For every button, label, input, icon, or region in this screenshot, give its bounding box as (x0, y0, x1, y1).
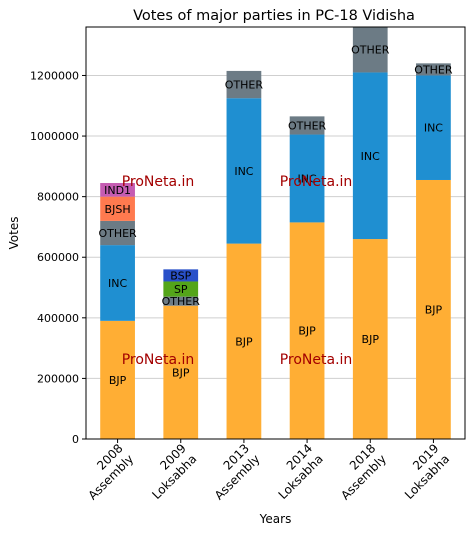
bar-segment-bsp (163, 269, 199, 282)
segment-label: BJP (172, 366, 190, 379)
chart-title: Votes of major parties in PC-18 Vidisha (133, 8, 415, 24)
bar-segment-inc (100, 245, 135, 321)
y-tick-label: 200000 (37, 372, 79, 385)
segment-label: OTHER (414, 63, 453, 76)
bar-segment-inc (226, 98, 262, 244)
y-tick-label: 1000000 (30, 130, 79, 143)
bar-segment-bjp (226, 243, 262, 439)
bar-segment-other (163, 296, 199, 306)
segment-label: BJP (235, 335, 253, 348)
bars (100, 27, 451, 439)
segment-label: BJSH (105, 203, 131, 216)
bar-segment-other (289, 116, 325, 135)
bar-segment-bjp (352, 239, 388, 439)
watermark-text: ProNeta.in (122, 352, 195, 368)
segment-label: OTHER (162, 295, 201, 308)
segment-label: INC (234, 165, 253, 178)
y-tick-label: 800000 (37, 191, 79, 204)
y-axis-label: Votes (7, 217, 21, 250)
segment-label: IND1 (104, 184, 131, 197)
grid-lines (86, 74, 465, 379)
segment-label: INC (298, 172, 317, 185)
bar-segment-inc (416, 75, 451, 180)
watermark-text: ProNeta.in (122, 174, 195, 190)
watermarks: ProNeta.in ProNeta.in ProNeta.in ProNeta.in (122, 174, 353, 368)
segment-label: SP (174, 283, 188, 296)
x-tick-label: 2019Loksabha (391, 441, 452, 502)
bar-segment-sp (163, 281, 199, 297)
segment-label: OTHER (351, 44, 390, 57)
segment-label: INC (108, 277, 127, 290)
x-tick-label: 2009Loksabha (139, 441, 200, 502)
watermark-text: ProNeta.in (280, 352, 353, 368)
segment-label: BJP (298, 325, 316, 338)
bar-segment-inc (352, 72, 388, 240)
y-tick-label: 400000 (37, 312, 79, 325)
x-tick-label: 2008Assembly (75, 441, 136, 502)
x-tick-label: 2014Loksabha (265, 441, 326, 502)
y-axis-ticks: 0 200000 400000 600000 800000 1000000 1200000 (30, 69, 86, 446)
bar-segment-bjp (100, 320, 135, 439)
segment-label: BSP (170, 269, 191, 282)
y-tick-label: 0 (72, 433, 79, 446)
bar-segment-ind1 (100, 183, 135, 197)
x-tick-label: 2018Assembly (328, 441, 389, 502)
segment-label: BJP (425, 303, 443, 316)
x-axis-ticks: 2008Assembly 2009Loksabha 2013Assembly 2014… (75, 439, 452, 503)
bar-segment-other (100, 220, 135, 246)
bar-segment-other (226, 70, 262, 99)
bar-segment-other (416, 63, 451, 76)
y-tick-label: 600000 (37, 251, 79, 264)
segment-label: OTHER (225, 79, 264, 92)
segment-label: INC (424, 122, 443, 135)
bar-segment-bjp (289, 222, 325, 439)
bar-segment-bjsh (100, 196, 135, 221)
bar-segment-bjp (163, 305, 199, 439)
segment-label: BJP (109, 374, 127, 387)
y-tick-label: 1200000 (30, 69, 79, 82)
plot-frame (85, 26, 466, 440)
segment-label: OTHER (288, 119, 327, 132)
bar-segment-bjp (416, 179, 451, 439)
segment-label: OTHER (98, 227, 137, 240)
watermark-text: ProNeta.in (280, 174, 353, 190)
x-tick-label: 2013Assembly (201, 441, 262, 502)
x-axis-label: Years (259, 512, 292, 526)
segment-label: INC (361, 150, 380, 163)
segment-labels: BJPINCOTHERBJSHIND1BJPOTHERSPBSPBJPINCOT… (98, 44, 452, 387)
bar-segment-other (352, 27, 388, 73)
segment-label: BJP (362, 333, 380, 346)
bar-segment-inc (289, 134, 325, 223)
